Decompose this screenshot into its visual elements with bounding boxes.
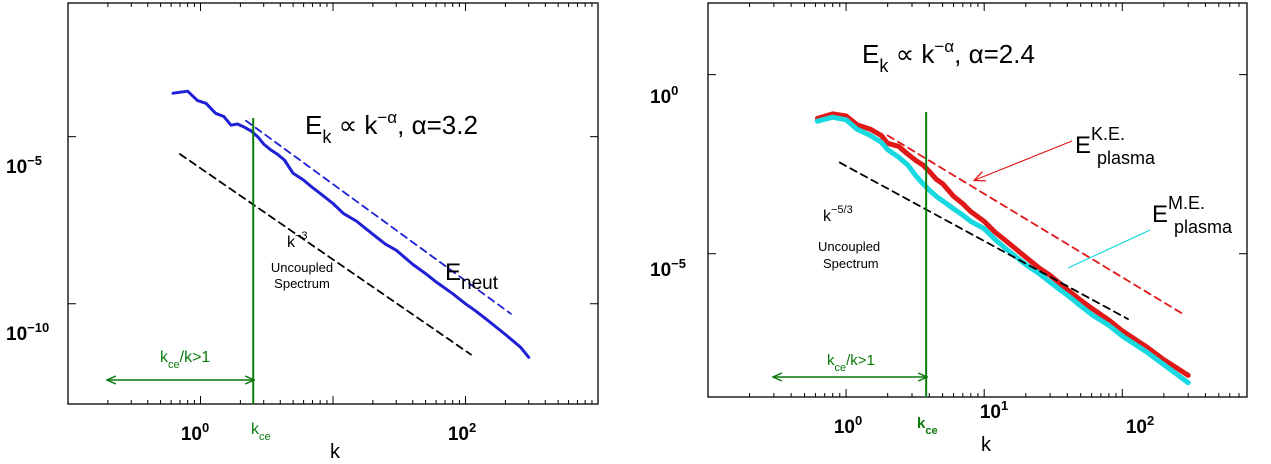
left-series-k-3-dashed: [179, 153, 472, 356]
svg-text:Ek ∝ k−α, α=2.4: Ek ∝ k−α, α=2.4: [862, 37, 1035, 76]
right-formula: Ek ∝ k−α, α=2.4: [862, 37, 1035, 76]
svg-text:kce: kce: [251, 421, 271, 443]
svg-text:Spectrum: Spectrum: [823, 256, 879, 271]
right-x-tick-2: 101: [980, 398, 1008, 423]
left-y-tick-2: 10−10: [6, 320, 49, 345]
svg-text:100: 100: [650, 83, 678, 108]
svg-text:kce/k>1: kce/k>1: [827, 352, 875, 374]
right-kce-label: kce: [917, 415, 938, 437]
svg-text:10−10: 10−10: [6, 320, 49, 345]
svg-text:Uncoupled: Uncoupled: [818, 239, 880, 254]
svg-text:Uncoupled: Uncoupled: [271, 260, 333, 275]
left-formula: Ek ∝ k−α, α=3.2: [305, 108, 478, 147]
svg-text:101: 101: [980, 398, 1008, 423]
svg-text:kce: kce: [917, 415, 938, 437]
svg-text:Eneut: Eneut: [445, 259, 499, 294]
svg-text:Spectrum: Spectrum: [274, 276, 330, 291]
svg-text:10−5: 10−5: [650, 256, 686, 281]
right-x-axis-label: k: [981, 434, 992, 456]
right-panel: 100 101 102 100 10−5 k Ek ∝ k−α, α=2.4 E…: [650, 2, 1248, 456]
right-me-pointer-line: [1067, 229, 1151, 269]
svg-text:100: 100: [181, 420, 209, 445]
right-series-e-plasma-m-e-line: [814, 114, 1191, 386]
left-x-tick-1: 100: [181, 420, 209, 445]
svg-text:k−3: k−3: [287, 230, 308, 251]
left-y-tick-1: 10−5: [6, 153, 42, 178]
left-series-fit-dashed: [244, 119, 512, 315]
right-series-e-plasma-k-e-line: [814, 111, 1191, 378]
right-ke-label: EK.E. plasma: [1075, 124, 1156, 168]
right-me-label: EM.E. plasma: [1152, 193, 1233, 237]
right-y-tick-1: 100: [650, 83, 678, 108]
right-ke-pointer-arrow: [975, 140, 1073, 180]
left-x-tick-2: 102: [448, 420, 476, 445]
left-plot-area: [67, 2, 599, 405]
right-spectrum-label: k−5/3 Uncoupled Spectrum: [818, 204, 880, 271]
left-panel: 100 102 10−5 10−10 k Ek ∝ k−α, α=3.2 k−3…: [6, 2, 599, 463]
right-x-tick-1: 100: [834, 413, 862, 438]
svg-text:k−5/3: k−5/3: [823, 204, 853, 225]
svg-text:EM.E.plasma: EM.E. plasma: [1152, 193, 1233, 237]
left-tick-marks: [67, 3, 599, 404]
right-y-tick-2: 10−5: [650, 256, 686, 281]
left-kce-label: kce: [251, 421, 271, 443]
right-series-k-5-3-dashed: [838, 161, 1129, 321]
right-x-tick-3: 102: [1126, 413, 1154, 438]
left-eneut-label: Eneut: [445, 259, 499, 294]
left-spectrum-label: k−3 Uncoupled Spectrum: [271, 230, 333, 291]
right-kce-arrow-label: kce/k>1: [827, 352, 875, 374]
right-series-fit-dashed: [886, 134, 1185, 316]
svg-text:100: 100: [834, 413, 862, 438]
svg-text:102: 102: [448, 420, 476, 445]
svg-text:Ek ∝ k−α, α=3.2: Ek ∝ k−α, α=3.2: [305, 108, 478, 147]
left-x-axis-label: k: [330, 441, 341, 463]
svg-text:102: 102: [1126, 413, 1154, 438]
left-series-e-neut-line: [171, 89, 531, 359]
svg-text:kce/k>1: kce/k>1: [160, 349, 210, 371]
right-tick-marks: [707, 3, 1248, 397]
svg-text:10−5: 10−5: [6, 153, 42, 178]
svg-text:EK.E.plasma: EK.E. plasma: [1075, 124, 1156, 168]
right-plot-area: [707, 2, 1248, 398]
left-kce-arrow-label: kce/k>1: [160, 349, 210, 371]
